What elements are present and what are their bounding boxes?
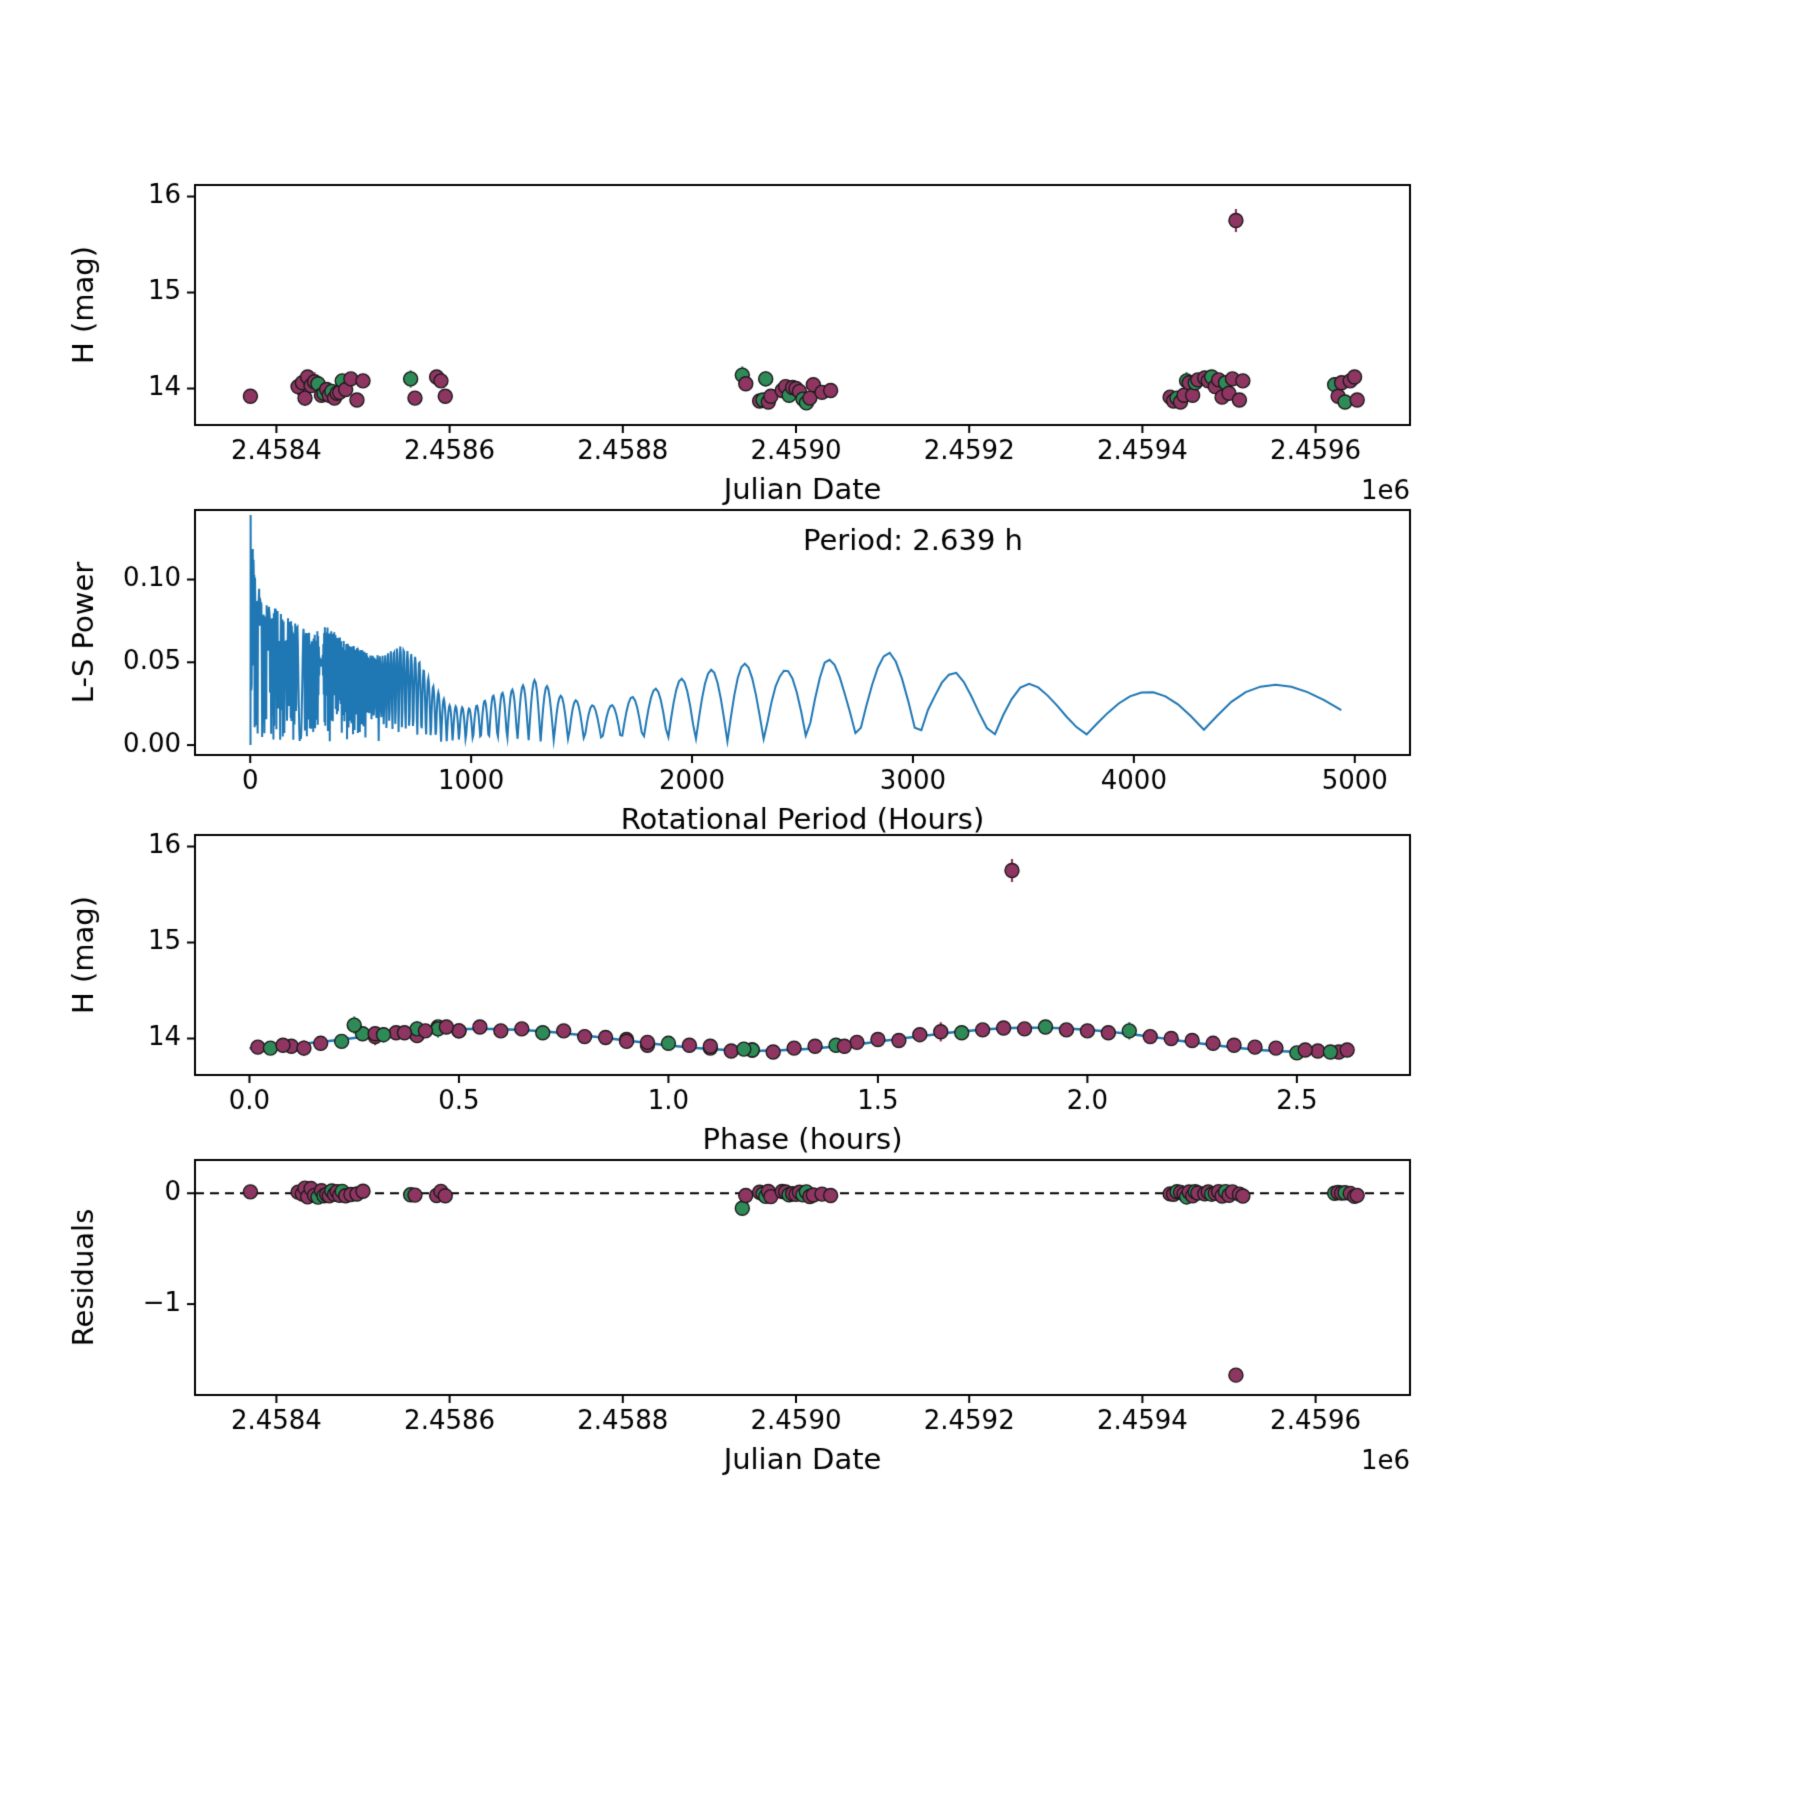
light-curve-figure: 11297 Light Curve Plots xyxy=(0,0,1800,1800)
light-curve-plots-canvas xyxy=(0,0,1800,1800)
